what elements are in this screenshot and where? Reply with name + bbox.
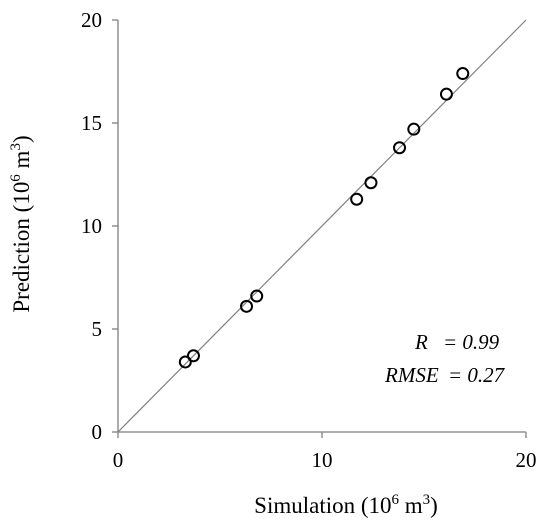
data-point-6: [364, 176, 378, 190]
y-tick-label: 0: [92, 420, 103, 444]
data-point-2: [186, 349, 200, 363]
data-point-10: [456, 67, 470, 81]
data-point-9: [439, 87, 453, 101]
x-axis-title: Simulation (106 m3): [254, 492, 438, 518]
data-point-8: [407, 122, 421, 136]
y-tick-label: 5: [92, 317, 103, 341]
rmse-annotation-label: RMSE: [384, 363, 439, 387]
data-point-3: [240, 299, 254, 313]
y-tick-label: 10: [81, 214, 102, 238]
x-tick-label: 10: [312, 448, 333, 472]
y-axis-title: Prediction (106 m3): [8, 135, 34, 312]
rmse-annotation-value: = 0.27: [448, 363, 506, 387]
x-tick-label: 20: [516, 448, 537, 472]
y-axis-ticks: 0 5 10 15 20: [81, 8, 118, 444]
x-axis-ticks: 0 10 20: [113, 432, 537, 472]
y-tick-label: 20: [81, 8, 102, 32]
r-annotation-label: R: [414, 330, 428, 354]
data-point-4: [250, 289, 264, 303]
y-tick-label: 15: [81, 111, 102, 135]
x-tick-label: 0: [113, 448, 124, 472]
reference-line: [117, 19, 527, 433]
r-annotation-value: = 0.99: [443, 330, 500, 354]
data-point-1: [178, 355, 192, 369]
data-points: [178, 67, 470, 369]
data-point-5: [350, 192, 364, 206]
data-point-7: [393, 141, 407, 155]
reference-line-layer: [117, 19, 527, 433]
